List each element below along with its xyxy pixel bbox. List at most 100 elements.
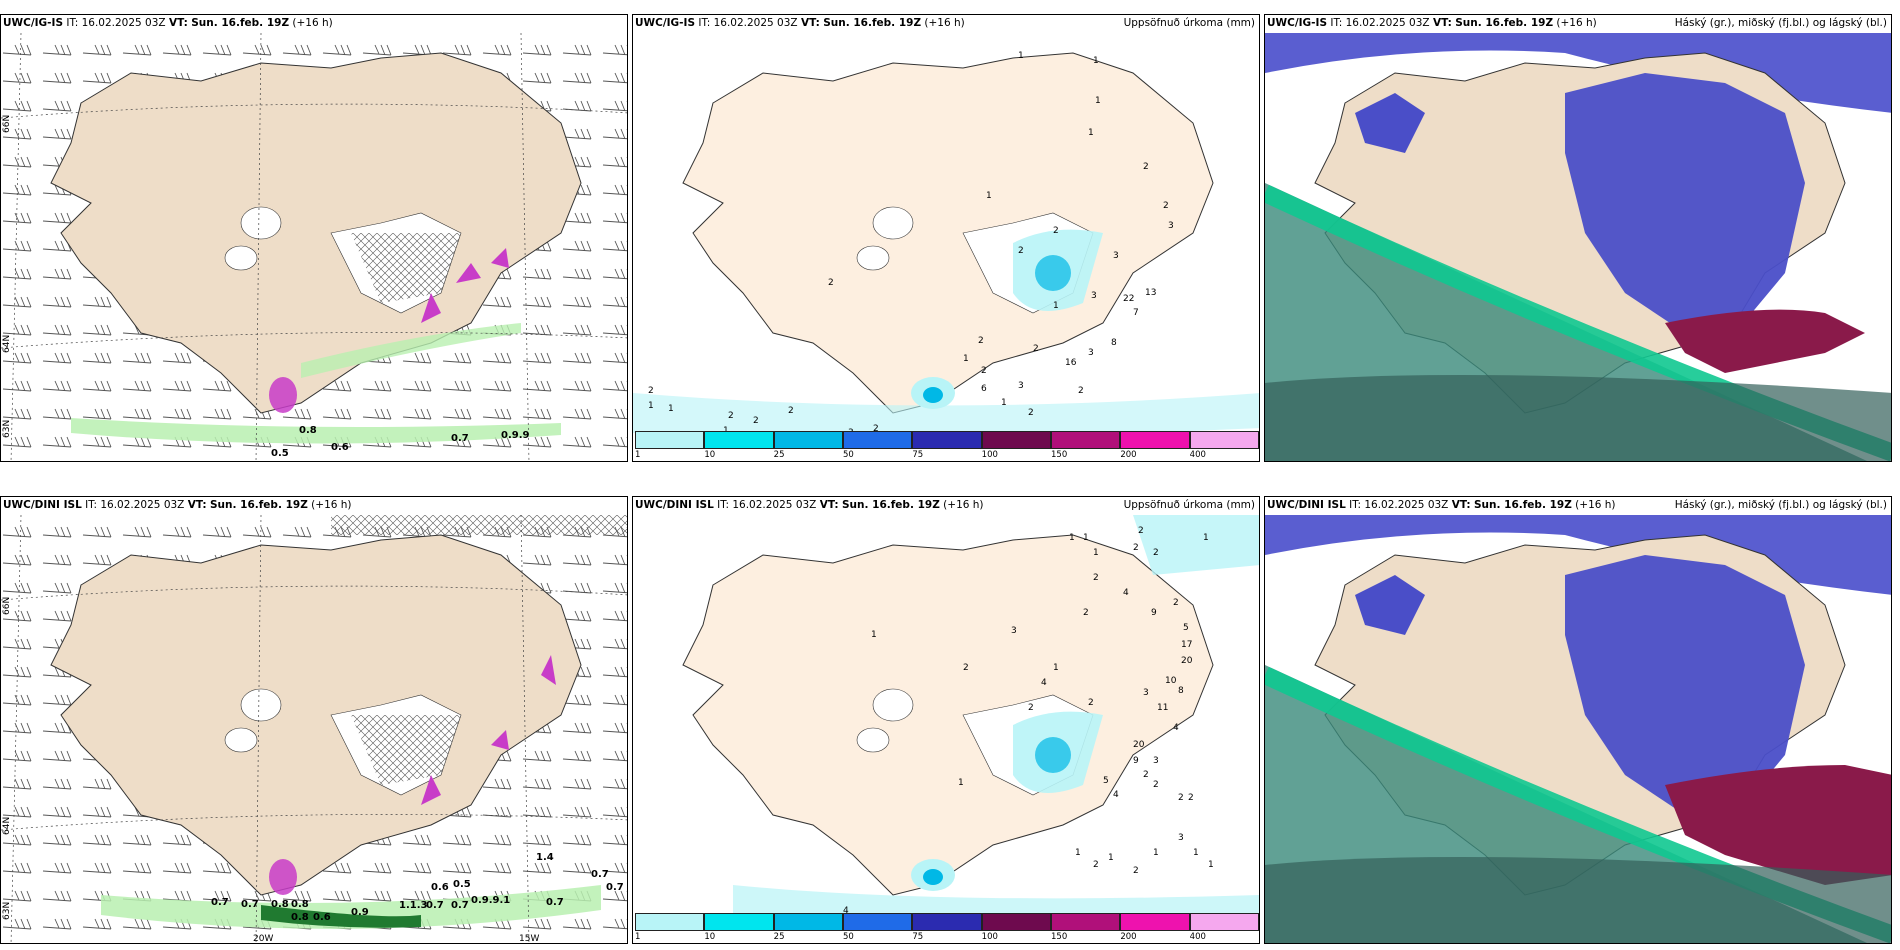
svg-text:20: 20 (1133, 740, 1145, 750)
svg-text:1: 1 (986, 191, 992, 201)
svg-text:2: 2 (981, 366, 987, 376)
colorbar-swatch (773, 431, 843, 449)
colorbar-tick: 10 (704, 450, 716, 460)
colorbar-swatch (912, 431, 982, 449)
wind-values: 0.7 0.7 0.8 0.8 0.8 0.6 1.4 0.6 0.5 0.7 … (211, 852, 624, 923)
panel-title: Háský (gr.), miðský (fj.bl.) og lágský (… (1674, 499, 1887, 511)
svg-text:2: 2 (1153, 548, 1159, 558)
panel-header: UWC/DINI ISL IT: 16.02.2025 03Z VT: Sun.… (3, 499, 352, 511)
colorbar-swatch (704, 913, 774, 931)
svg-text:3: 3 (1091, 291, 1097, 301)
svg-text:5: 5 (1103, 776, 1109, 786)
colorbar-swatch (1120, 913, 1190, 931)
colorbar-tick: 75 (912, 450, 924, 460)
svg-text:1: 1 (1069, 533, 1075, 543)
panel-clouds-dini: UWC/DINI ISL IT: 16.02.2025 03Z VT: Sun.… (1264, 496, 1892, 944)
colorbar-tick: 400 (1189, 932, 1206, 942)
svg-text:2: 2 (1188, 793, 1194, 803)
svg-text:1: 1 (1193, 848, 1199, 858)
colorbar-swatch (843, 431, 913, 449)
svg-text:11: 11 (1157, 703, 1168, 713)
svg-text:4: 4 (1173, 723, 1179, 733)
colorbar-tick: 50 (843, 932, 854, 942)
svg-text:0.8: 0.8 (271, 899, 289, 910)
svg-text:1: 1 (1053, 663, 1059, 673)
colorbar-tick: 25 (773, 932, 785, 942)
svg-text:2: 2 (1093, 860, 1099, 870)
colorbar-tick: 100 (981, 450, 998, 460)
svg-text:1: 1 (963, 354, 969, 364)
colorbar-swatch (635, 913, 705, 931)
svg-text:2: 2 (1028, 408, 1034, 418)
svg-text:0.7: 0.7 (211, 897, 229, 908)
svg-text:3: 3 (1178, 833, 1184, 843)
wind-value: 0.7 (451, 433, 469, 444)
precip-map: 1 1 1 1 2 2 1 3 3 2 2 2 1 3 13 22 7 8 3 … (633, 51, 1259, 438)
panel-precip-igis: UWC/IG-IS IT: 16.02.2025 03Z VT: Sun. 16… (632, 14, 1260, 462)
colorbar-tick: 50 (843, 450, 854, 460)
svg-text:1: 1 (668, 404, 674, 414)
panel-header: UWC/DINI ISL IT: 16.02.2025 03Z VT: Sun.… (1267, 499, 1616, 511)
colorbar-swatch (635, 431, 705, 449)
svg-text:2: 2 (1033, 344, 1039, 354)
svg-text:3: 3 (1011, 626, 1017, 636)
svg-text:3: 3 (1153, 756, 1159, 766)
svg-text:2: 2 (1143, 162, 1149, 172)
svg-text:0.7: 0.7 (546, 897, 564, 908)
svg-text:13: 13 (1145, 288, 1156, 298)
wind-value: 0.8 (299, 425, 317, 436)
precip-values: 1 1 1 2 2 2 1 2 4 2 2 2 9 5 17 20 10 8 1… (843, 526, 1214, 916)
colorbar-tick: 400 (1189, 450, 1206, 460)
svg-text:1: 1 (1088, 128, 1094, 138)
svg-text:2: 2 (1133, 543, 1139, 553)
lat-label: 64N (2, 335, 12, 353)
wind-value: 0.5 (271, 448, 289, 459)
svg-text:5: 5 (1183, 623, 1189, 633)
svg-text:2: 2 (1163, 201, 1169, 211)
svg-text:2: 2 (873, 424, 879, 434)
svg-text:2: 2 (1018, 246, 1024, 256)
panel-title: Uppsöfnuð úrkoma (mm) (1123, 499, 1255, 511)
svg-text:2: 2 (1178, 793, 1184, 803)
svg-text:1: 1 (1018, 51, 1024, 61)
svg-text:3: 3 (1113, 251, 1119, 261)
colorbar: 1 10 25 50 75 100 150 200 400 (635, 913, 1259, 942)
svg-text:2: 2 (648, 386, 654, 396)
colorbar-tick: 1 (635, 932, 641, 942)
svg-text:4: 4 (1113, 790, 1119, 800)
svg-text:0.6: 0.6 (431, 882, 449, 893)
svg-text:3: 3 (1018, 381, 1024, 391)
colorbar-swatch (704, 431, 774, 449)
svg-text:2: 2 (1143, 770, 1149, 780)
panel-wind-dini: UWC/DINI ISL IT: 16.02.2025 03Z VT: Sun.… (0, 496, 628, 944)
svg-text:0.7: 0.7 (591, 869, 609, 880)
svg-text:1.1.3: 1.1.3 (399, 900, 428, 911)
svg-text:16: 16 (1065, 358, 1077, 368)
svg-text:4: 4 (1041, 678, 1047, 688)
svg-text:2: 2 (1028, 703, 1034, 713)
svg-text:1: 1 (1001, 398, 1007, 408)
svg-text:2: 2 (963, 663, 969, 673)
precip-values: 1 1 1 1 2 2 1 3 3 2 2 2 1 3 13 22 7 8 3 … (648, 51, 1174, 438)
svg-text:10: 10 (1165, 676, 1177, 686)
colorbar-tick: 200 (1120, 932, 1137, 942)
colorbar-swatch (981, 431, 1051, 449)
panel-title: Háský (gr.), miðský (fj.bl.) og lágský (… (1674, 17, 1887, 29)
svg-text:1: 1 (1083, 533, 1089, 543)
lat-label: 63N (2, 902, 12, 920)
svg-text:2: 2 (788, 406, 794, 416)
colorbar-swatch (773, 913, 843, 931)
colorbar-tick: 100 (981, 932, 998, 942)
colorbar-swatch (1189, 913, 1259, 931)
colorbar-tick: 200 (1120, 450, 1137, 460)
colorbar: 1 10 25 50 75 100 150 200 400 (635, 431, 1259, 460)
svg-text:0.9: 0.9 (351, 907, 369, 918)
svg-text:7: 7 (1133, 308, 1139, 318)
colorbar-tick: 1 (635, 450, 641, 460)
svg-text:1: 1 (1053, 301, 1059, 311)
colorbar-swatch (912, 913, 982, 931)
panel-header: UWC/DINI ISL IT: 16.02.2025 03Z VT: Sun.… (635, 499, 984, 511)
panel-wind-igis: UWC/IG-IS IT: 16.02.2025 03Z VT: Sun. 16… (0, 14, 628, 462)
svg-text:1: 1 (1203, 533, 1209, 543)
svg-text:0.7: 0.7 (451, 900, 469, 911)
